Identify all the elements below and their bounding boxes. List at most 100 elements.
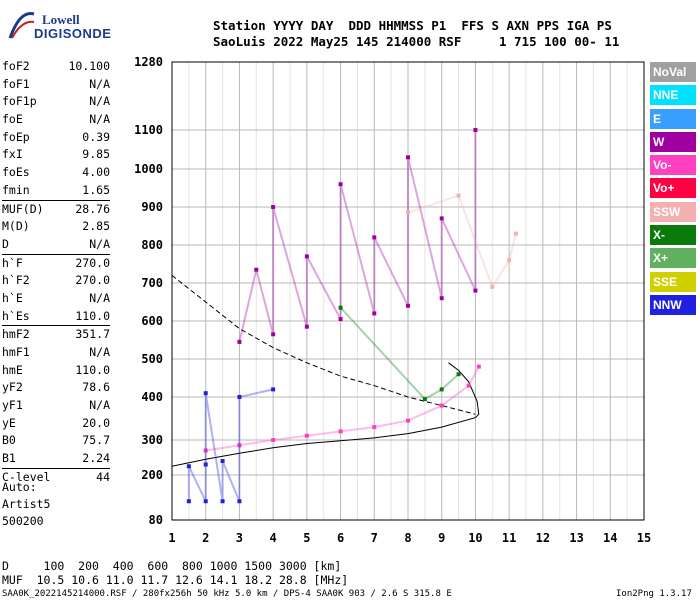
param-value: N/A <box>89 76 110 91</box>
profile-dashed-line <box>171 275 476 415</box>
param-value: 10.100 <box>68 59 110 73</box>
echo-point <box>456 372 461 377</box>
param-name: foF1p <box>2 94 37 109</box>
echo-trace <box>187 388 274 502</box>
file-info: SAA0K_2022145214000.RSF / 280fx256h 50 k… <box>2 589 452 599</box>
param-value: 110.0 <box>75 362 110 377</box>
echo-point <box>304 254 309 259</box>
param-row: fxI 9.85 <box>2 146 110 164</box>
param-name: hmE <box>2 362 23 377</box>
param-value: 270.0 <box>75 273 110 288</box>
logo-mark-icon <box>8 12 35 39</box>
echo-point <box>490 284 495 289</box>
param-name: hmF1 <box>2 345 30 359</box>
echo-point <box>372 235 377 240</box>
y-tick-label: 300 <box>141 433 163 447</box>
param-value: N/A <box>89 236 110 251</box>
param-row: MUF(D) 28.76 <box>2 199 110 219</box>
echo-point <box>439 216 444 221</box>
echo-point <box>237 499 242 504</box>
y-tick-label: 400 <box>141 390 163 404</box>
auto-label: Auto: <box>2 480 37 494</box>
param-row: hmE 110.0 <box>2 362 110 380</box>
y-tick-label: 1000 <box>134 162 163 176</box>
echo-point <box>338 305 343 310</box>
param-value: 270.0 <box>75 255 110 270</box>
muf-row: MUF 10.5 10.6 11.0 11.7 12.6 14.1 18.2 2… <box>2 573 349 587</box>
param-value: N/A <box>89 398 110 413</box>
echo-point <box>372 425 377 430</box>
echo-point <box>338 182 343 187</box>
param-name: yE <box>2 415 16 430</box>
param-value: 75.7 <box>82 433 110 448</box>
param-value: N/A <box>89 112 110 127</box>
param-name: h`Es <box>2 308 30 323</box>
digisonde-logo: Lowell DIGISONDE <box>6 8 111 42</box>
y-tick-label: 500 <box>141 352 163 366</box>
version-info: Ion2Png 1.3.17 <box>616 589 692 599</box>
param-value: N/A <box>89 345 110 359</box>
x-tick-label: 12 <box>536 531 550 545</box>
echo-trace <box>205 366 480 452</box>
param-row: h`Es 110.0 <box>2 308 110 326</box>
param-name: D <box>2 236 9 251</box>
auto-artist: Artist5 <box>2 497 51 511</box>
param-name: fxI <box>2 147 23 162</box>
param-value: 28.76 <box>75 201 110 216</box>
echo-point <box>372 311 377 316</box>
y-tick-label: 1280 <box>134 55 163 69</box>
x-tick-label: 9 <box>438 531 445 545</box>
echo-point <box>237 395 242 399</box>
param-row: B1 2.24 <box>2 450 110 468</box>
legend-item: Vo+ <box>650 178 696 199</box>
logo-line-1: Lowell <box>42 12 80 27</box>
param-name: C-level <box>2 469 51 484</box>
echo-point <box>476 364 481 369</box>
legend-item: NoVal <box>650 62 696 82</box>
param-row: fmin 1.65 <box>2 182 110 200</box>
echo-point <box>271 438 276 442</box>
y-tick-label: 700 <box>141 276 163 290</box>
x-tick-label: 3 <box>236 531 243 545</box>
param-row: D N/A <box>2 236 110 254</box>
param-name: foEp <box>2 129 30 144</box>
legend-item: NNE <box>650 85 696 106</box>
param-row: foEs 4.00 <box>2 164 110 182</box>
y-tick-label: 200 <box>141 468 163 482</box>
param-name: hmF2 <box>2 327 30 342</box>
legend: NoVal NNE E W Vo- Vo+ SSW X- X+ SSE NNW <box>650 62 696 318</box>
y-tick-label: 900 <box>141 200 163 214</box>
legend-item: X- <box>650 225 696 246</box>
auto-code: 500200 <box>2 514 44 528</box>
echo-point <box>220 459 225 463</box>
param-name: yF2 <box>2 380 23 395</box>
param-row: C-level 44 <box>2 467 110 487</box>
param-name: foEs <box>2 165 30 180</box>
legend-item: X+ <box>650 248 696 269</box>
echo-point <box>513 231 518 236</box>
echo-point <box>271 387 276 392</box>
x-tick-label: 7 <box>371 531 378 545</box>
echo-point <box>406 210 410 215</box>
param-name: h`F2 <box>2 273 30 288</box>
param-value: 351.7 <box>75 327 110 342</box>
legend-item: W <box>650 131 696 152</box>
echo-point <box>186 464 191 469</box>
param-row: h`E N/A <box>2 290 110 308</box>
echo-point <box>203 391 208 396</box>
param-value: 4.00 <box>82 165 110 180</box>
param-row: B0 75.7 <box>2 432 110 450</box>
legend-item: SSE <box>650 271 696 292</box>
x-tick-label: 11 <box>502 531 516 545</box>
echo-point <box>507 258 512 263</box>
legend-item: SSW <box>650 201 696 222</box>
echo-point <box>466 383 471 388</box>
param-name: foF1 <box>2 76 30 91</box>
echo-point <box>237 443 242 448</box>
param-value: 110.0 <box>75 308 110 323</box>
echo-point <box>271 205 276 209</box>
param-value: 20.0 <box>82 415 110 430</box>
param-name: foF2 <box>2 59 30 73</box>
x-tick-label: 5 <box>303 531 310 545</box>
param-name: yF1 <box>2 398 23 413</box>
